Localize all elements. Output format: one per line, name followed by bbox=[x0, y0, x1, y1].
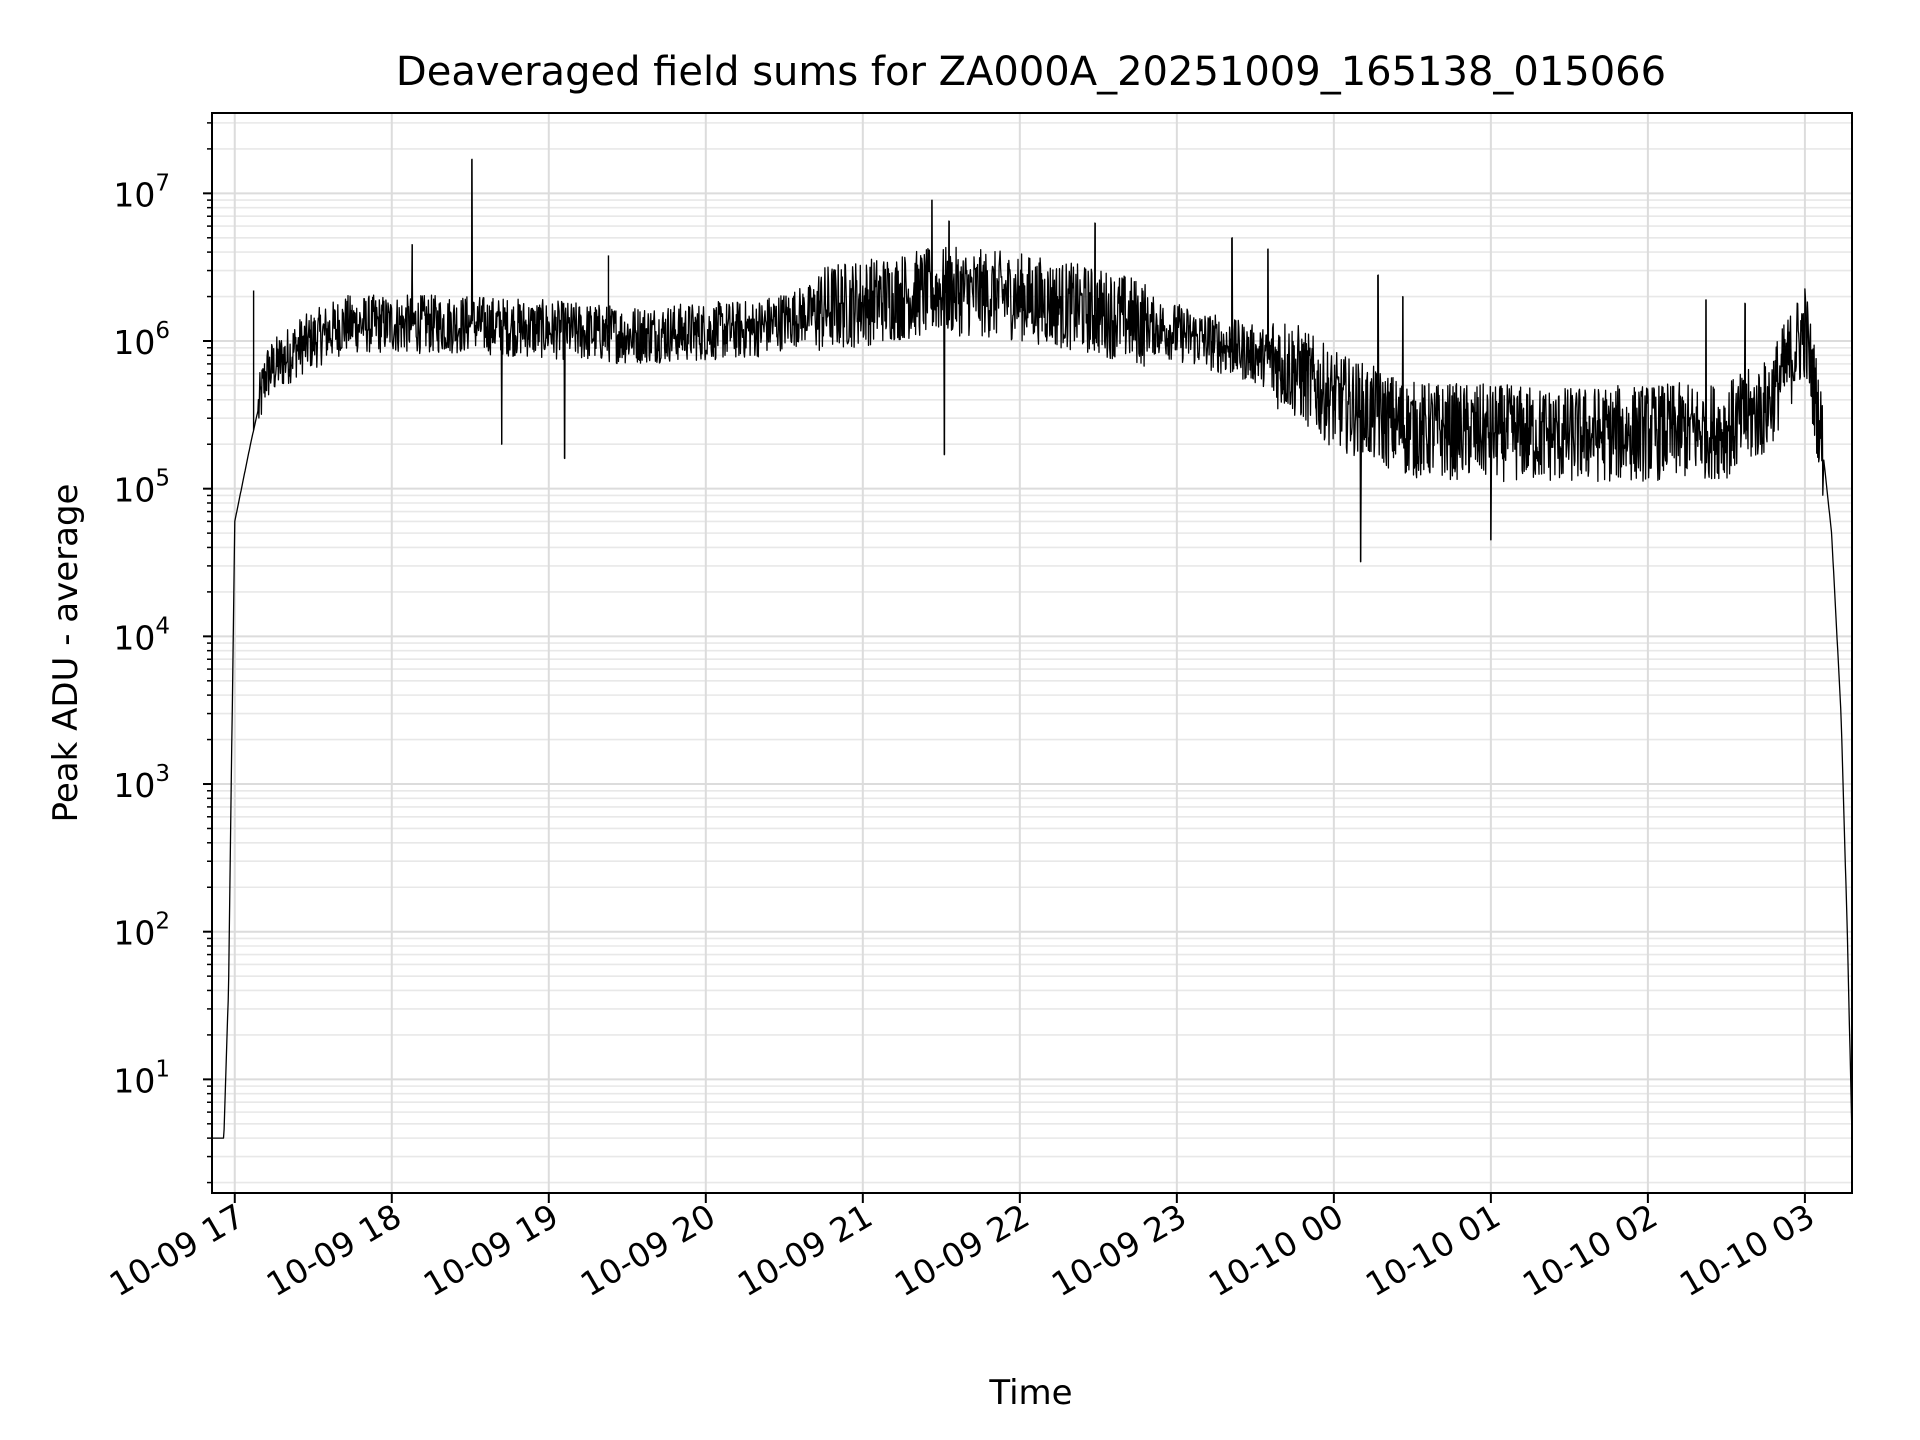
y-tick-exponent: 3 bbox=[155, 761, 170, 787]
y-tick-exponent: 6 bbox=[155, 318, 170, 344]
y-tick-exponent: 5 bbox=[155, 466, 170, 492]
plot-frame bbox=[211, 112, 1853, 1194]
y-tick-label: 106 bbox=[113, 318, 170, 362]
y-tick-exponent: 1 bbox=[155, 1056, 170, 1082]
chart-title: Deaveraged field sums for ZA000A_2025100… bbox=[396, 49, 1666, 95]
y-tick-label: 103 bbox=[113, 761, 170, 805]
data-series bbox=[212, 158, 1853, 1139]
y-tick-label: 105 bbox=[113, 466, 170, 510]
series-line bbox=[212, 158, 1853, 1139]
y-tick-base: 10 bbox=[113, 618, 155, 657]
y-tick-label: 102 bbox=[113, 909, 170, 953]
y-tick-label: 107 bbox=[113, 170, 170, 214]
y-tick-base: 10 bbox=[113, 766, 155, 805]
y-tick-exponent: 7 bbox=[155, 170, 170, 196]
y-tick-base: 10 bbox=[113, 323, 155, 362]
y-tick-exponent: 2 bbox=[155, 909, 170, 935]
y-tick-base: 10 bbox=[113, 175, 155, 214]
x-axis-label: Time bbox=[988, 1373, 1072, 1413]
y-tick-label: 101 bbox=[113, 1056, 170, 1100]
y-tick-label: 104 bbox=[113, 613, 170, 657]
y-tick-base: 10 bbox=[113, 914, 155, 953]
y-tick-exponent: 4 bbox=[155, 613, 170, 639]
y-axis-label: Peak ADU - average bbox=[46, 484, 86, 823]
grid-lines bbox=[212, 113, 1852, 1193]
y-tick-base: 10 bbox=[113, 1061, 155, 1100]
y-tick-base: 10 bbox=[113, 471, 155, 510]
